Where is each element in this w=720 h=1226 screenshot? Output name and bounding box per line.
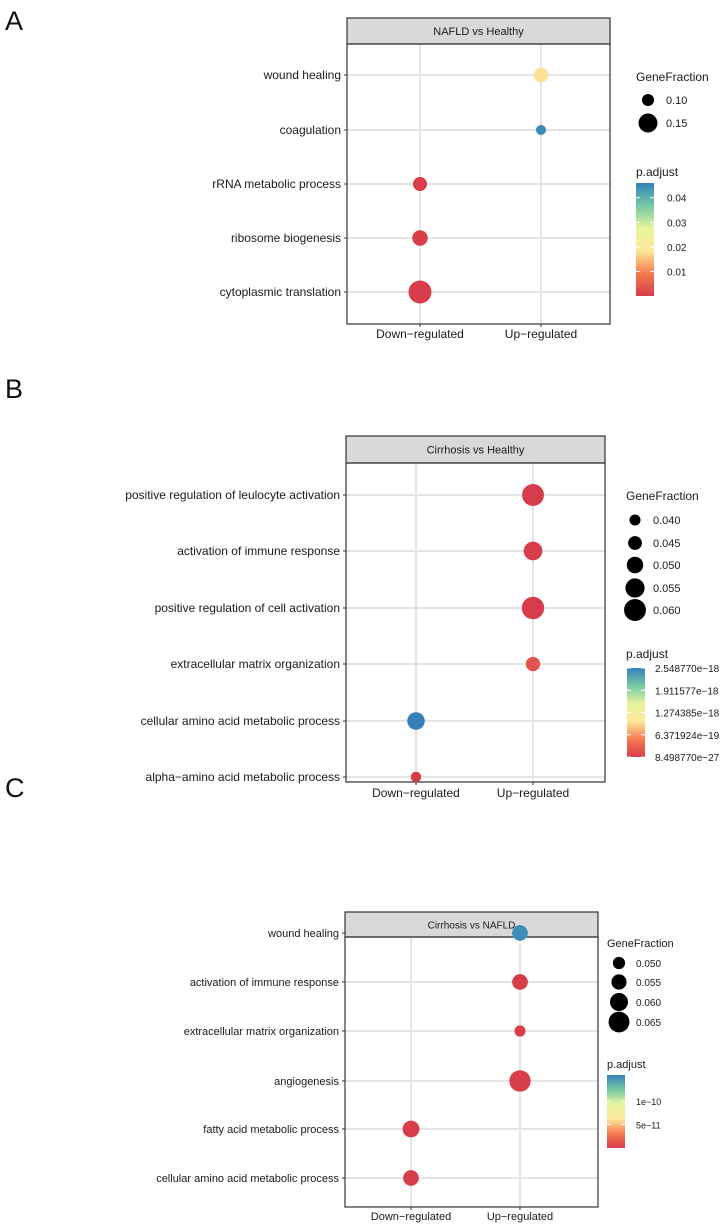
y-tick-label: activation of immune response [177,544,340,558]
colorbar [607,1075,625,1148]
size-legend-label: 0.060 [636,998,661,1009]
data-point [412,230,428,246]
data-point [533,67,549,83]
colorbar-label: 2.548770e−18 [655,664,720,675]
y-tick-label: ribosome biogenesis [231,231,341,245]
colorbar [636,183,654,296]
size-legend-key [611,974,627,990]
colorbar [627,668,645,757]
data-point [512,925,528,941]
plot-border [344,936,599,1208]
facet-title: NAFLD vs Healthy [433,26,524,38]
x-tick-label: Up−regulated [497,786,569,800]
colorbar-label: 8.498770e−27 [655,753,720,764]
y-tick-label: alpha−amino acid metabolic process [146,770,340,784]
panel-c: C Cirrhosis vs NAFLD wound healing activati… [5,773,674,1223]
colorbar-title: p.adjust [607,1059,646,1071]
data-point [512,974,528,990]
x-tick-label: Up−regulated [487,1211,553,1223]
size-legend-key [629,514,641,526]
y-tick-label: wound healing [263,68,341,82]
colorbar-label: 6.371924e−19 [655,731,720,742]
y-tick-label: positive regulation of leulocyte activat… [125,488,340,502]
size-legend-label: 0.065 [636,1018,661,1029]
y-tick-label: cellular amino acid metabolic process [156,1173,339,1185]
y-tick-label: positive regulation of cell activation [155,601,340,615]
size-legend-title: GeneFraction [636,70,709,84]
y-tick-label: cytoplasmic translation [220,285,341,299]
colorbar-label: 1.274385e−18 [655,709,720,720]
size-legend-title: GeneFraction [626,489,699,503]
colorbar-label: 5e−11 [636,1120,661,1130]
plot-area [345,937,598,1207]
x-tick-label: Down−regulated [372,786,460,800]
size-legend-label: 0.055 [653,583,681,595]
colorbar-label: 1.911577e−18 [655,686,719,697]
colorbar-label: 0.04 [667,194,687,205]
facet-title: Cirrhosis vs Healthy [427,445,525,457]
size-legend-key [626,556,644,574]
data-point [403,1170,419,1186]
panel-letter: C [5,773,25,803]
size-legend-title: GeneFraction [607,938,674,950]
y-tick-label: angiogenesis [274,1076,339,1088]
data-point [509,1070,531,1092]
colorbar-label: 1e−10 [636,1097,661,1107]
y-tick-label: extracellular matrix organization [171,657,340,671]
data-point [525,656,541,672]
size-legend-label: 0.040 [653,515,681,527]
size-legend-label: 0.050 [636,959,661,970]
y-tick-label: extracellular matrix organization [184,1026,339,1038]
data-point [514,1025,526,1037]
size-legend-key [638,113,658,133]
data-point [521,596,545,620]
panel-letter: B [5,374,23,404]
size-legend-label: 0.055 [636,978,661,989]
size-legend-label: 0.045 [653,538,681,550]
size-legend-key [610,993,628,1011]
facet-header [345,435,606,464]
data-point [522,484,544,506]
y-tick-label: wound healing [267,928,339,940]
plot-area [346,463,605,782]
facet-header [344,911,599,938]
data-point [536,125,546,135]
plot-border [345,462,606,783]
y-tick-label: activation of immune response [190,977,339,989]
size-legend-key [625,578,645,598]
colorbar-label: 0.03 [667,218,687,229]
size-legend-key [608,1011,630,1033]
y-tick-label: fatty acid metabolic process [203,1124,339,1136]
y-tick-label: cellular amino acid metabolic process [141,714,340,728]
y-tick-label: coagulation [280,123,341,137]
x-tick-label: Up−regulated [505,327,577,341]
size-legend-label: 0.15 [666,118,687,130]
data-point [407,712,425,730]
data-point [412,176,428,192]
size-legend-key [628,536,642,550]
size-legend-key [624,599,646,621]
data-point [523,541,543,561]
panel-letter: A [5,6,23,36]
colorbar-label: 0.01 [667,267,687,278]
size-legend-key [641,93,655,107]
facet-header [346,17,611,45]
data-point [408,280,432,304]
size-legend-label: 0.10 [666,95,687,107]
size-legend-label: 0.060 [653,605,681,617]
panel-b: B Cirrhosis vs Healthy positive regulation… [5,374,720,800]
colorbar-label: 0.02 [667,243,687,254]
x-tick-label: Down−regulated [371,1211,451,1223]
size-legend-label: 0.050 [653,560,681,572]
data-point [410,771,422,783]
facet-title: Cirrhosis vs NAFLD [428,921,516,932]
colorbar-title: p.adjust [636,165,679,179]
size-legend-key [612,956,626,970]
y-tick-label: rRNA metabolic process [212,177,341,191]
colorbar-title: p.adjust [626,647,669,661]
panel-a: A NAFLD vs Healthy wound healing coagulatio… [5,6,709,341]
x-tick-label: Down−regulated [376,327,464,341]
data-point [402,1120,420,1138]
